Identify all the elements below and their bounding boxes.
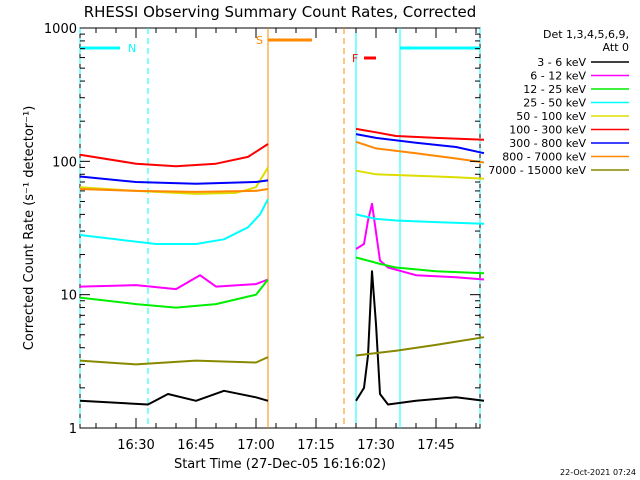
saa-bar-label: S	[256, 34, 263, 47]
legend-label: 300 - 800 keV	[509, 137, 586, 150]
legend-label: 25 - 50 keV	[523, 97, 586, 110]
legend-header-line-2: Att 0	[603, 41, 629, 54]
series-line-3	[79, 198, 269, 245]
y-tick-label: 10	[60, 289, 77, 304]
legend-label: 800 - 7000 keV	[502, 151, 586, 164]
series-line-1	[355, 202, 485, 281]
plot-area	[79, 27, 481, 429]
series-line-0	[79, 389, 269, 406]
series-line-4	[355, 169, 485, 180]
y-axis-label: Corrected Count Rate (s⁻¹ detector⁻¹)	[22, 106, 37, 351]
series-line-1	[79, 274, 269, 291]
series-line-6	[79, 175, 269, 185]
series-line-7	[79, 188, 269, 193]
legend-header-line-1: Det 1,3,4,5,6,9,	[543, 28, 629, 41]
legend-label: 50 - 100 keV	[516, 110, 586, 123]
legend-label: 7000 - 15000 keV	[488, 164, 586, 177]
x-tick-label: 17:15	[297, 438, 334, 453]
chart-title: RHESSI Observing Summary Count Rates, Co…	[84, 3, 477, 21]
axes-layer: 1 10 100 1000 16:30 16:45 17:00 17:15 17:30 17:45	[44, 22, 480, 453]
series-line-5	[355, 127, 485, 141]
y-tick-label: 1000	[44, 22, 77, 37]
x-tick-label: 16:30	[117, 438, 154, 453]
x-tick-label: 17:00	[237, 438, 274, 453]
legend-label: 100 - 300 keV	[509, 124, 586, 137]
flare-bar-label: F	[352, 52, 358, 65]
x-tick-label: 17:30	[357, 438, 394, 453]
series-line-5	[79, 143, 269, 168]
series-line-0	[355, 270, 485, 406]
series-line-3	[355, 213, 485, 225]
series-line-7	[355, 140, 485, 164]
night-bar-label: N	[128, 42, 136, 55]
series-line-8	[79, 356, 269, 366]
footer-date: 22-Oct-2021 07:24	[560, 468, 636, 477]
series-line-2	[355, 256, 485, 275]
annotations-layer: N S F	[79, 28, 481, 428]
y-tick-label: 100	[52, 155, 77, 170]
y-tick-label: 1	[69, 422, 77, 437]
series-line-2	[79, 278, 269, 309]
series-layer	[79, 127, 485, 406]
x-tick-label: 17:45	[417, 438, 454, 453]
series-line-6	[355, 133, 485, 155]
legend-label: 12 - 25 keV	[523, 83, 586, 96]
series-line-8	[355, 336, 485, 357]
legend-label: 6 - 12 keV	[530, 70, 586, 83]
x-axis-label: Start Time (27-Dec-05 16:16:02)	[174, 457, 386, 472]
legend-label: 3 - 6 keV	[537, 56, 586, 69]
x-tick-label: 16:45	[177, 438, 214, 453]
